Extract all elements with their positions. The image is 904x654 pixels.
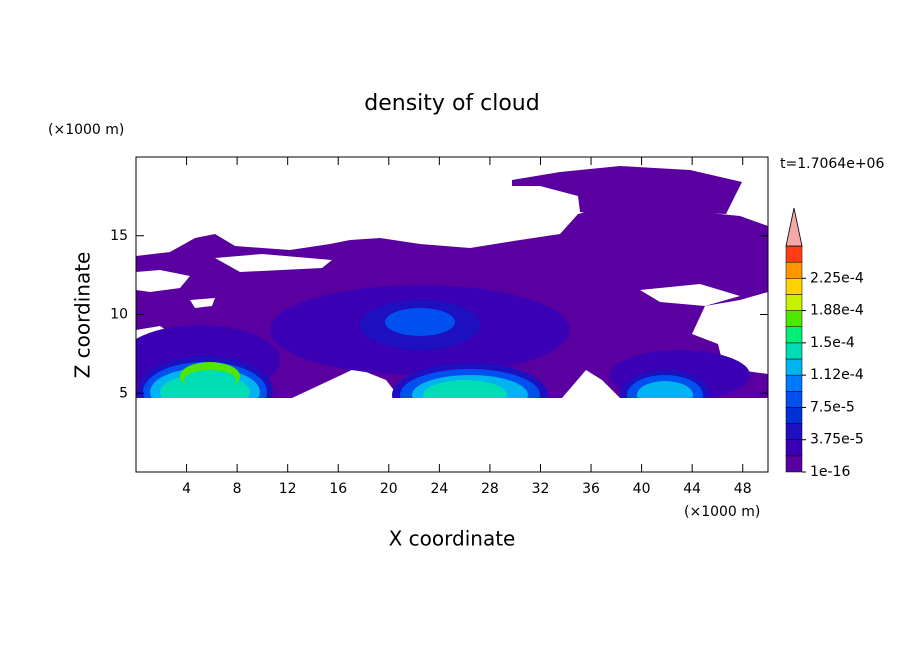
cloud-layer [637,381,693,398]
y-tick-label: 5 [119,385,128,401]
colorbar-label: 1e-16 [810,464,850,480]
y-tick-label: 10 [110,307,128,323]
chart-title: density of cloud [364,91,539,116]
x-tick-label: 32 [532,481,550,497]
y-tick-label: 15 [110,228,128,244]
x-tick-label: 44 [683,481,701,497]
y-axis-label: Z coordinate [71,252,95,379]
colorbar-extend [785,207,803,247]
colorbar-label: 7.5e-5 [810,399,855,415]
colorbar-box [785,294,803,311]
colorbar-box [785,423,803,440]
cloud-gap [640,284,740,306]
x-tick-label: 16 [329,481,347,497]
cloud-layer [385,308,455,336]
colorbar-box [785,278,803,295]
time-label: t=1.7064e+06 [780,156,884,172]
cloud-gap [215,254,332,272]
colorbar-label: 2.25e-4 [810,270,864,286]
colorbar-box [785,310,803,327]
x-tick-label: 4 [182,481,191,497]
x-tick-label: 12 [279,481,297,497]
colorbar-box [785,455,803,473]
cloud-region [512,166,742,216]
cloud-layer [423,380,507,398]
colorbar-label: 1.12e-4 [810,367,864,383]
cloud-layer [184,370,236,390]
cloud-gap [190,298,215,308]
colorbar-label: 3.75e-5 [810,432,864,448]
colorbar-box [785,374,803,392]
colorbar-box [785,326,803,344]
x-tick-label: 40 [633,481,651,497]
colorbar-label: 1.5e-4 [810,335,855,351]
x-tick-label: 28 [481,481,499,497]
x-tick-label: 20 [380,481,398,497]
contour-field [136,166,768,398]
colorbar-box [785,245,803,263]
y-unit: (×1000 m) [48,122,124,138]
x-tick-label: 8 [233,481,242,497]
cloud-gap [136,270,190,292]
x-axis-label: X coordinate [389,527,516,551]
colorbar-box [785,261,803,279]
x-tick-label: 24 [430,481,448,497]
colorbar-box [785,439,803,457]
colorbar-box [785,342,803,360]
x-tick-label: 36 [582,481,600,497]
colorbar-box [785,391,803,408]
colorbar-box [785,407,803,424]
x-unit: (×1000 m) [684,504,760,520]
colorbar-box [785,358,803,376]
x-tick-label: 48 [734,481,752,497]
colorbar-label: 1.88e-4 [810,303,864,319]
